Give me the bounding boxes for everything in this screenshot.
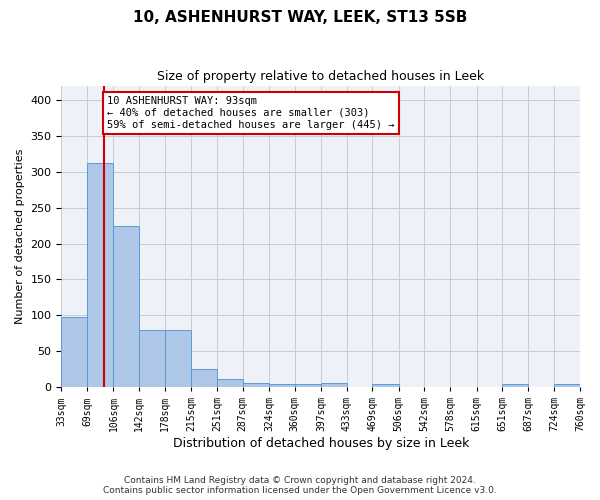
Bar <box>87 163 113 387</box>
Text: 10, ASHENHURST WAY, LEEK, ST13 5SB: 10, ASHENHURST WAY, LEEK, ST13 5SB <box>133 10 467 25</box>
Title: Size of property relative to detached houses in Leek: Size of property relative to detached ho… <box>157 70 484 83</box>
Bar <box>295 384 321 387</box>
Y-axis label: Number of detached properties: Number of detached properties <box>15 148 25 324</box>
Bar <box>269 384 295 387</box>
Bar <box>242 383 269 387</box>
Bar <box>113 226 139 387</box>
Bar <box>191 369 217 387</box>
Text: Contains HM Land Registry data © Crown copyright and database right 2024.
Contai: Contains HM Land Registry data © Crown c… <box>103 476 497 495</box>
Bar <box>554 384 580 387</box>
Bar <box>139 330 165 387</box>
Bar <box>373 384 399 387</box>
Bar <box>165 330 191 387</box>
Text: 10 ASHENHURST WAY: 93sqm
← 40% of detached houses are smaller (303)
59% of semi-: 10 ASHENHURST WAY: 93sqm ← 40% of detach… <box>107 96 395 130</box>
Bar <box>217 378 242 387</box>
Bar <box>502 384 528 387</box>
Bar <box>61 317 87 387</box>
Bar <box>321 383 347 387</box>
X-axis label: Distribution of detached houses by size in Leek: Distribution of detached houses by size … <box>173 437 469 450</box>
